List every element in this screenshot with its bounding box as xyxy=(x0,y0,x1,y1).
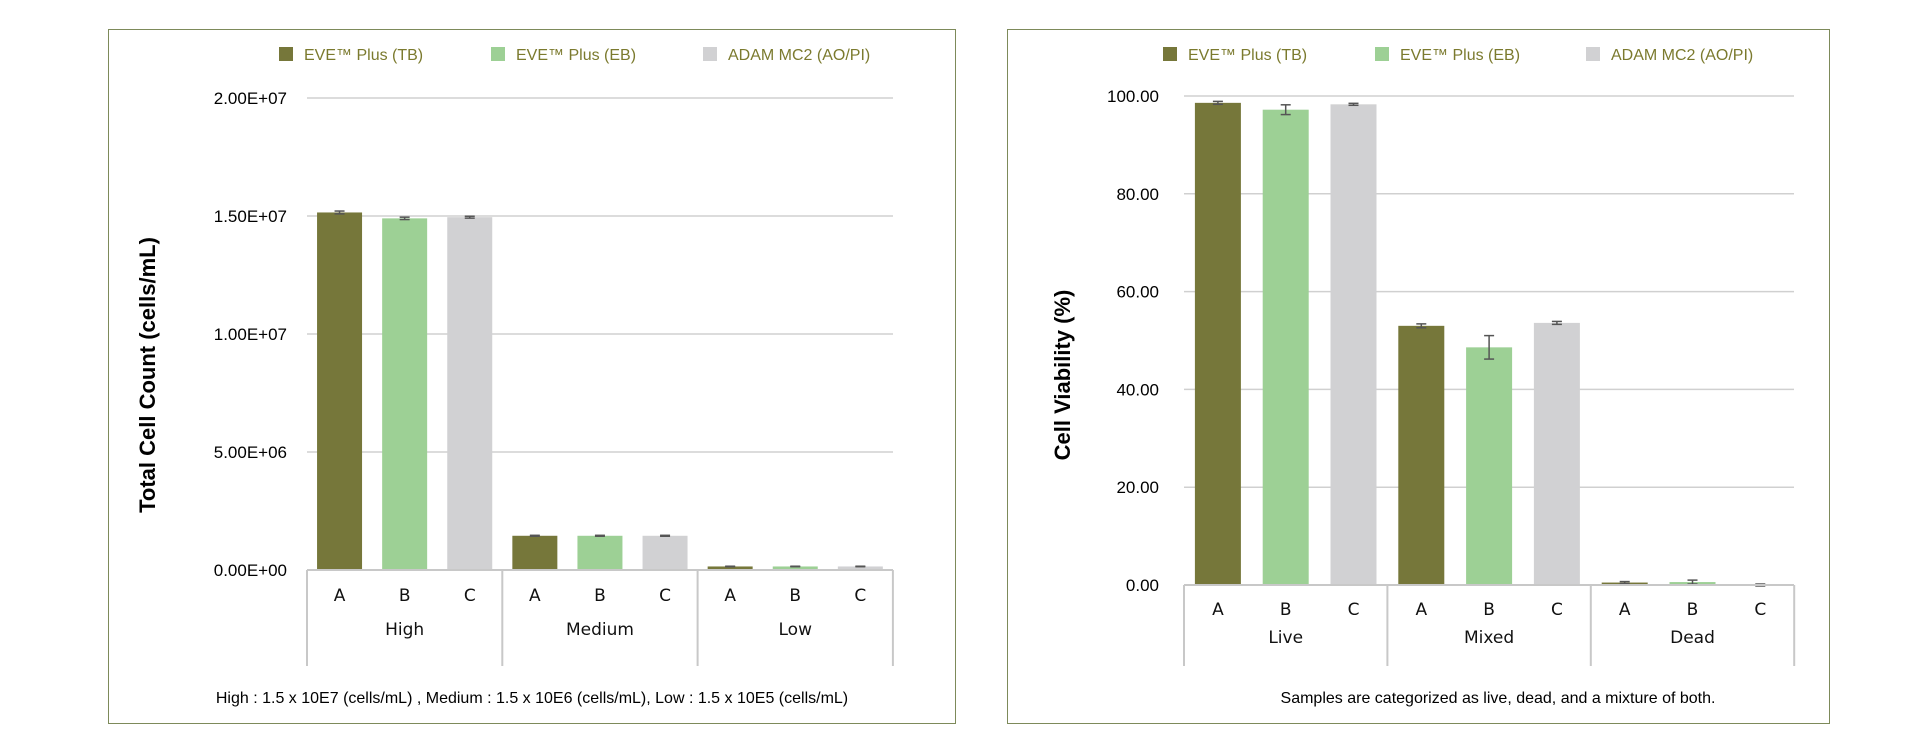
x-category-label: B xyxy=(1280,600,1292,620)
x-category-label: B xyxy=(789,586,801,606)
bar-medium-c xyxy=(642,535,688,570)
legend-label-2: EVE™ Plus (EB) xyxy=(516,47,636,64)
bar-medium-a xyxy=(512,535,558,570)
bar-low-a xyxy=(707,566,753,570)
legend-label-3: ADAM MC2 (AO/PI) xyxy=(728,47,870,64)
x-category-label: A xyxy=(529,586,541,606)
y-tick-label: 1.00E+07 xyxy=(214,325,287,344)
x-group-label: Mixed xyxy=(1464,628,1514,648)
y-tick-label: 40.00 xyxy=(1116,380,1159,399)
x-group-label: Dead xyxy=(1670,628,1715,648)
y-tick-label: 5.00E+06 xyxy=(214,443,287,462)
x-category-label: C xyxy=(1348,600,1360,620)
x-category-label: A xyxy=(334,586,346,606)
bar-high-a xyxy=(317,212,363,570)
legend-swatch-3 xyxy=(1586,47,1600,61)
y-tick-label: 0.00E+00 xyxy=(214,561,287,580)
bar-high-c xyxy=(447,217,493,570)
bar-low-c xyxy=(837,566,883,570)
y-tick-label: 100.00 xyxy=(1107,87,1159,106)
cell-viability-chart: EVE™ Plus (TB) EVE™ Plus (EB) ADAM MC2 (AO… xyxy=(1050,47,1796,707)
bar-live-c xyxy=(1330,104,1377,586)
bar-medium-b xyxy=(577,535,623,570)
x-category-label: C xyxy=(1754,600,1766,620)
total-cell-count-chart-panel: EVE™ Plus (TB) EVE™ Plus (EB) ADAM MC2 (AO… xyxy=(108,29,956,724)
x-category-label: A xyxy=(724,586,736,606)
x-category-label: A xyxy=(1212,600,1224,620)
y-tick-label: 0.00 xyxy=(1126,576,1159,595)
x-category-label: C xyxy=(1551,600,1563,620)
x-category-label: C xyxy=(854,586,866,606)
legend-swatch-3 xyxy=(703,47,717,61)
x-group-label: Low xyxy=(779,620,813,640)
x-category-label: A xyxy=(1415,600,1427,620)
legend-swatch-2 xyxy=(491,47,505,61)
y-tick-label: 1.50E+07 xyxy=(214,207,287,226)
legend-swatch-1 xyxy=(1163,47,1177,61)
x-category-label: B xyxy=(594,586,606,606)
bar-high-b xyxy=(382,218,428,571)
legend-label-2: EVE™ Plus (EB) xyxy=(1400,47,1520,64)
x-category-label: A xyxy=(1619,600,1631,620)
chart-footnote: Samples are categorized as live, dead, a… xyxy=(1281,690,1716,707)
y-tick-label: 20.00 xyxy=(1116,478,1159,497)
y-tick-label: 80.00 xyxy=(1116,185,1159,204)
x-category-label: C xyxy=(464,586,476,606)
x-category-label: B xyxy=(1687,600,1699,620)
legend-label-1: EVE™ Plus (TB) xyxy=(304,47,423,64)
cell-viability-chart-panel: EVE™ Plus (TB) EVE™ Plus (EB) ADAM MC2 (AO… xyxy=(1007,29,1830,724)
legend-swatch-1 xyxy=(279,47,293,61)
y-axis-label: Cell Viability (%) xyxy=(1050,290,1075,461)
legend-label-1: EVE™ Plus (TB) xyxy=(1188,47,1307,64)
legend-swatch-2 xyxy=(1375,47,1389,61)
bar-mixed-b xyxy=(1466,347,1513,585)
chart-footnote: High : 1.5 x 10E7 (cells/mL) , Medium : … xyxy=(216,690,848,707)
x-group-label: Medium xyxy=(566,620,634,640)
bar-low-b xyxy=(772,566,818,570)
bar-mixed-a xyxy=(1398,325,1445,585)
y-tick-label: 60.00 xyxy=(1116,283,1159,302)
bar-mixed-c xyxy=(1533,322,1580,585)
y-axis-label: Total Cell Count (cells/mL) xyxy=(135,237,160,513)
legend-label-3: ADAM MC2 (AO/PI) xyxy=(1611,47,1753,64)
x-category-label: B xyxy=(1483,600,1495,620)
bar-live-b xyxy=(1262,109,1309,585)
bar-live-a xyxy=(1194,102,1241,585)
x-group-label: Live xyxy=(1268,628,1303,648)
y-tick-label: 2.00E+07 xyxy=(214,89,287,108)
x-category-label: C xyxy=(659,586,671,606)
x-category-label: B xyxy=(399,586,411,606)
x-group-label: High xyxy=(385,620,424,640)
total-cell-count-chart: EVE™ Plus (TB) EVE™ Plus (EB) ADAM MC2 (AO… xyxy=(135,47,894,707)
